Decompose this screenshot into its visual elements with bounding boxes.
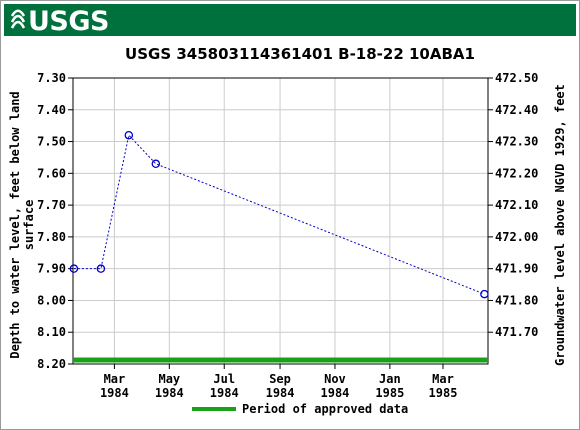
x-tick-label-year: 1984 <box>100 386 129 400</box>
y2-tick-label: 472.40 <box>495 103 538 117</box>
y2-tick-label: 471.90 <box>495 262 538 276</box>
y2-tick-label: 472.20 <box>495 166 538 180</box>
data-point <box>69 264 79 273</box>
y-axis-ticks: 7.30 7.40 7.50 7.60 7.70 7.80 7.90 8.00 8.10 8.20 <box>37 71 73 371</box>
y-tick-label: 7.80 <box>37 230 66 244</box>
logo-text: USGS <box>28 6 109 34</box>
x-tick-label-month: May <box>158 372 180 386</box>
series-line <box>73 134 485 295</box>
y-axis-label-line-2: surface <box>22 200 36 251</box>
y-tick-label: 7.90 <box>37 262 66 276</box>
x-tick-label-month: Sep <box>269 372 291 386</box>
y-tick-label: 7.60 <box>37 166 66 180</box>
y2-axis-ticks: 472.50 472.40 472.30 472.20 472.10 472.00 471.… <box>488 71 538 339</box>
x-tick-label-year: 1984 <box>155 386 184 400</box>
y-tick-label: 7.50 <box>37 135 66 149</box>
x-tick-label-year: 1985 <box>375 386 404 400</box>
y2-tick-label: 472.50 <box>495 71 538 85</box>
data-point <box>124 130 134 140</box>
x-tick-label-month: Jul <box>213 372 235 386</box>
y2-axis-label: Groundwater level above NGVD 1929, feet <box>553 84 567 366</box>
y-tick-label: 8.00 <box>37 293 66 307</box>
x-tick-label-year: 1984 <box>266 386 295 400</box>
legend-label: Period of approved data <box>242 402 408 416</box>
x-tick-label-month: Mar <box>432 372 454 386</box>
data-point <box>96 264 106 273</box>
x-tick-label-month: Mar <box>104 372 126 386</box>
usgs-wave-logo-icon[interactable]: USGS <box>10 6 130 34</box>
y-tick-label: 7.70 <box>37 198 66 212</box>
data-series <box>69 130 489 299</box>
chart-title: USGS 345803114361401 B-18-22 10ABA1 <box>125 45 475 63</box>
legend: Period of approved data <box>192 402 408 416</box>
y-tick-label: 7.30 <box>37 71 66 85</box>
data-point <box>480 289 489 299</box>
x-tick-label-year: 1984 <box>321 386 350 400</box>
y2-tick-label: 472.10 <box>495 198 538 212</box>
y2-tick-label: 472.00 <box>495 230 538 244</box>
grid-lines <box>73 77 488 365</box>
x-tick-label-month: Nov <box>324 372 346 386</box>
x-axis-ticks: Mar1984May1984Jul1984Sep1984Nov1984Jan19… <box>100 364 457 400</box>
y-axis-label-line-1: Depth to water level, feet below land <box>8 91 22 358</box>
y-tick-label: 7.40 <box>37 103 66 117</box>
usgs-banner: USGS <box>4 4 576 36</box>
y2-tick-label: 471.70 <box>495 325 538 339</box>
y-tick-label: 8.10 <box>37 325 66 339</box>
x-tick-label-year: 1985 <box>429 386 458 400</box>
x-tick-label-year: 1984 <box>210 386 239 400</box>
x-tick-label-month: Jan <box>379 372 401 386</box>
y2-tick-label: 471.80 <box>495 293 538 307</box>
y2-tick-label: 472.30 <box>495 135 538 149</box>
data-point <box>151 159 161 169</box>
y-tick-label: 8.20 <box>37 357 66 371</box>
